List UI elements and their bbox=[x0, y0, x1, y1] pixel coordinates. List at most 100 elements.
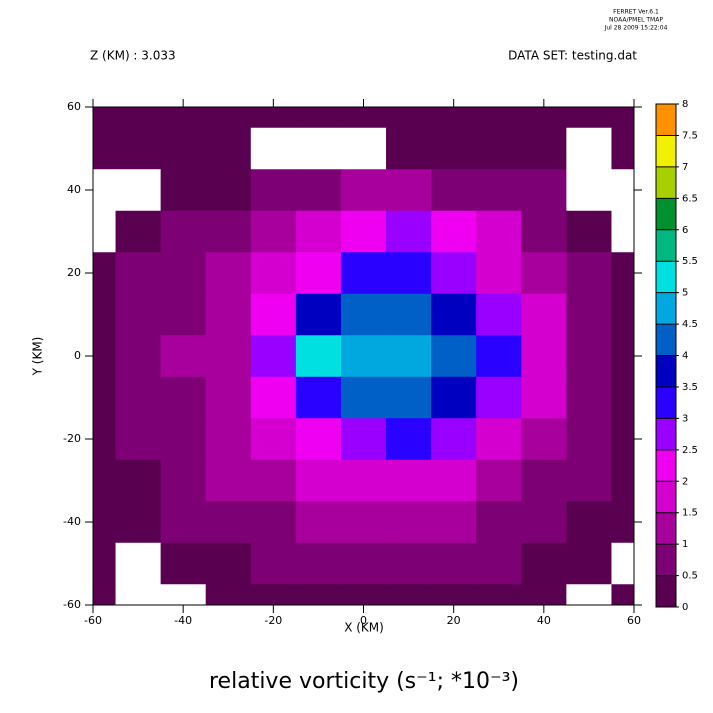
contour-cell bbox=[250, 501, 297, 544]
contour-cell bbox=[250, 252, 297, 295]
colorbar-label: 2.5 bbox=[682, 445, 698, 456]
contour-cell bbox=[611, 293, 635, 336]
contour-cell bbox=[295, 127, 342, 170]
contour-cell bbox=[93, 335, 117, 378]
contour-cell bbox=[115, 252, 162, 295]
contour-cell bbox=[160, 127, 207, 170]
contour-cell bbox=[431, 418, 477, 461]
contour-cell bbox=[476, 210, 522, 253]
contour-cell bbox=[160, 210, 207, 253]
contour-cell bbox=[431, 335, 477, 378]
contour-cell bbox=[476, 127, 522, 170]
contour-cell bbox=[340, 169, 387, 212]
contour-cell bbox=[386, 584, 432, 606]
contour-cell bbox=[386, 169, 432, 212]
contour-cell bbox=[250, 459, 297, 502]
contour-cell bbox=[611, 335, 635, 378]
contour-cell bbox=[160, 584, 207, 606]
contour-cell bbox=[340, 293, 387, 336]
contour-cell bbox=[115, 210, 162, 253]
contour-cell bbox=[115, 127, 162, 170]
contour-cell bbox=[295, 169, 342, 212]
contour-cell bbox=[93, 501, 117, 544]
colorbar-swatch bbox=[656, 261, 676, 293]
contour-cell bbox=[386, 252, 432, 295]
contour-cell bbox=[611, 169, 635, 212]
contour-cell bbox=[205, 501, 252, 544]
contour-cell bbox=[295, 418, 342, 461]
contour-cell bbox=[93, 542, 117, 585]
contour-cell bbox=[386, 542, 432, 585]
contour-cell bbox=[340, 376, 387, 419]
colorbar-swatch bbox=[656, 512, 676, 545]
x-axis-label: X (KM) bbox=[344, 621, 384, 635]
contour-cell bbox=[340, 335, 387, 378]
y-tick-label: 0 bbox=[74, 349, 81, 362]
contour-cell bbox=[611, 252, 635, 295]
contour-cell bbox=[250, 335, 297, 378]
contour-cell bbox=[205, 459, 252, 502]
contour-cell bbox=[340, 418, 387, 461]
contour-cell bbox=[205, 418, 252, 461]
contour-cell bbox=[115, 501, 162, 544]
contour-cell bbox=[521, 418, 567, 461]
contour-cell bbox=[521, 501, 567, 544]
contour-cell bbox=[386, 418, 432, 461]
contour-cell bbox=[566, 584, 612, 606]
contour-cell bbox=[115, 418, 162, 461]
colorbar-swatch bbox=[656, 229, 676, 262]
colorbar-label: 0 bbox=[682, 602, 688, 613]
contour-cell bbox=[386, 335, 432, 378]
contour-cell bbox=[160, 542, 207, 585]
contour-cell bbox=[295, 501, 342, 544]
x-tick-label: 0 bbox=[360, 614, 367, 627]
colorbar-swatch bbox=[656, 418, 676, 450]
contour-cell bbox=[160, 459, 207, 502]
y-tick-label: 60 bbox=[67, 100, 81, 113]
colorbar-label: 4.5 bbox=[682, 319, 698, 330]
contour-cell bbox=[386, 107, 432, 129]
contour-cell bbox=[295, 210, 342, 253]
contour-cell bbox=[115, 293, 162, 336]
colorbar-swatch bbox=[656, 449, 676, 482]
contour-cell bbox=[476, 293, 522, 336]
contour-cell bbox=[566, 418, 612, 461]
contour-cell bbox=[476, 335, 522, 378]
contour-cell bbox=[386, 459, 432, 502]
y-tick-label: 40 bbox=[67, 183, 81, 196]
contour-cell bbox=[431, 376, 477, 419]
contour-cell bbox=[566, 542, 612, 585]
contour-cell bbox=[340, 107, 387, 129]
colorbar-label: 6.5 bbox=[682, 193, 698, 204]
contour-cell bbox=[431, 584, 477, 606]
contour-cell bbox=[476, 376, 522, 419]
colorbar-swatch bbox=[656, 324, 676, 356]
contour-cell bbox=[566, 107, 612, 129]
contour-cell bbox=[295, 335, 342, 378]
contour-cell bbox=[160, 335, 207, 378]
contour-cell bbox=[115, 107, 162, 129]
contour-cell bbox=[431, 127, 477, 170]
colorbar-label: 4 bbox=[682, 351, 688, 362]
contour-cell bbox=[566, 501, 612, 544]
x-tick-label: -40 bbox=[174, 614, 192, 627]
contour-cell bbox=[476, 542, 522, 585]
contour-cell bbox=[115, 459, 162, 502]
colorbar-label: 5.5 bbox=[682, 256, 698, 267]
contour-cell bbox=[93, 459, 117, 502]
contour-cell bbox=[340, 584, 387, 606]
contour-cell bbox=[160, 293, 207, 336]
colorbar-label: 2 bbox=[682, 476, 688, 487]
contour-cell bbox=[205, 107, 252, 129]
contour-cell bbox=[431, 107, 477, 129]
contour-cell bbox=[566, 210, 612, 253]
y-tick-label: 20 bbox=[67, 266, 81, 279]
contour-cell bbox=[250, 376, 297, 419]
contour-cell bbox=[115, 584, 162, 606]
contour-cell bbox=[160, 501, 207, 544]
contour-cell bbox=[250, 584, 297, 606]
x-tick-label: -20 bbox=[264, 614, 282, 627]
contour-cell bbox=[611, 107, 635, 129]
header-line: NOAA/PMEL TMAP bbox=[609, 17, 663, 24]
